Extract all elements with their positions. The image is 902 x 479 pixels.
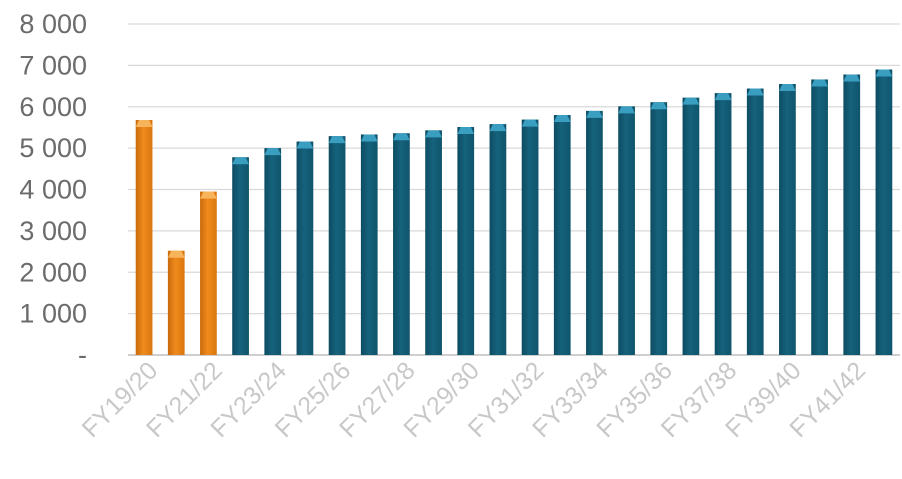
bar-fy39-40 (779, 83, 796, 356)
bar-fy30-31 (489, 124, 507, 355)
bar-fy33-34 (586, 110, 603, 355)
y-tick-label: 8 000 (19, 9, 87, 39)
y-tick-label: 4 000 (19, 175, 87, 205)
bar-fy22-23 (232, 157, 249, 355)
y-tick-label: 1 000 (19, 299, 87, 329)
bar-fy38-39 (746, 88, 764, 356)
bar-fy26-27 (360, 134, 378, 355)
bar-fy29-30 (457, 127, 475, 356)
bar-fy27-28 (393, 133, 410, 355)
y-axis: - 1 000 2 000 3 000 4 000 5 000 6 000 7 000 8 00… (19, 9, 900, 370)
bar-fy28-29 (425, 130, 442, 355)
bar-fy41-42 (843, 74, 861, 355)
x-axis: FY19/20FY21/22FY23/24FY25/26FY27/28FY29/… (77, 356, 871, 443)
bar-fy42-43 (875, 69, 893, 355)
bars (135, 69, 893, 356)
bar-fy19-20 (135, 119, 153, 356)
y-tick-label: 2 000 (19, 257, 87, 287)
bar-fy25-26 (328, 136, 346, 355)
bar-fy23-24 (264, 148, 282, 355)
y-tick-label: 6 000 (19, 92, 87, 122)
bar-fy32-33 (553, 115, 571, 356)
y-tick-label: 7 000 (19, 50, 87, 80)
bar-fy31-32 (521, 119, 539, 355)
y-tick-label: 5 000 (19, 133, 87, 163)
bar-fy24-25 (296, 141, 314, 355)
bar-fy34-35 (618, 106, 635, 356)
bar-fy37-38 (714, 93, 732, 355)
bar-fy21-22 (200, 191, 217, 355)
bar-fy36-37 (682, 97, 700, 356)
gridlines (128, 23, 900, 315)
bar-fy20-21 (167, 250, 185, 355)
bar-fy40-41 (811, 79, 828, 355)
y-tick-label: 3 000 (19, 216, 87, 246)
y-tick-label: - (78, 340, 87, 370)
bar-fy35-36 (650, 102, 668, 355)
